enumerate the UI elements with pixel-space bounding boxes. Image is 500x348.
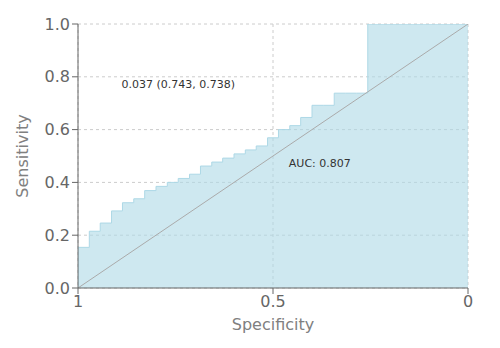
svg-text:0.6: 0.6 — [45, 120, 70, 139]
svg-text:0.4: 0.4 — [45, 173, 70, 192]
svg-text:0.2: 0.2 — [45, 226, 70, 245]
svg-text:1.0: 1.0 — [45, 15, 70, 34]
svg-text:Sensitivity: Sensitivity — [13, 114, 32, 197]
svg-text:0.0: 0.0 — [45, 279, 70, 298]
svg-text:Specificity: Specificity — [232, 315, 314, 334]
svg-text:AUC: 0.807: AUC: 0.807 — [289, 157, 351, 170]
svg-text:0.8: 0.8 — [45, 67, 70, 86]
svg-text:0.037 (0.743, 0.738): 0.037 (0.743, 0.738) — [121, 78, 235, 91]
svg-text:0: 0 — [463, 292, 473, 311]
svg-text:1: 1 — [73, 292, 83, 311]
svg-text:0.5: 0.5 — [260, 292, 285, 311]
